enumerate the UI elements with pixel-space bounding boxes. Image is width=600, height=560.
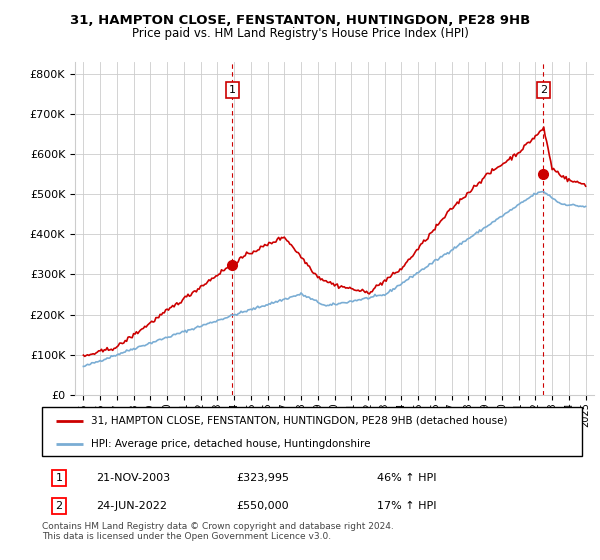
Text: 21-NOV-2003: 21-NOV-2003: [96, 473, 170, 483]
FancyBboxPatch shape: [42, 407, 582, 456]
Text: 1: 1: [229, 85, 236, 95]
Text: 31, HAMPTON CLOSE, FENSTANTON, HUNTINGDON, PE28 9HB (detached house): 31, HAMPTON CLOSE, FENSTANTON, HUNTINGDO…: [91, 416, 507, 426]
Text: 1: 1: [56, 473, 62, 483]
Text: £323,995: £323,995: [236, 473, 289, 483]
Text: 2: 2: [56, 501, 62, 511]
Text: Price paid vs. HM Land Registry's House Price Index (HPI): Price paid vs. HM Land Registry's House …: [131, 27, 469, 40]
Text: Contains HM Land Registry data © Crown copyright and database right 2024.
This d: Contains HM Land Registry data © Crown c…: [42, 522, 394, 542]
Text: HPI: Average price, detached house, Huntingdonshire: HPI: Average price, detached house, Hunt…: [91, 439, 370, 449]
Text: £550,000: £550,000: [236, 501, 289, 511]
Text: 2: 2: [540, 85, 547, 95]
Text: 17% ↑ HPI: 17% ↑ HPI: [377, 501, 436, 511]
Text: 46% ↑ HPI: 46% ↑ HPI: [377, 473, 436, 483]
Text: 31, HAMPTON CLOSE, FENSTANTON, HUNTINGDON, PE28 9HB: 31, HAMPTON CLOSE, FENSTANTON, HUNTINGDO…: [70, 14, 530, 27]
Text: 24-JUN-2022: 24-JUN-2022: [96, 501, 167, 511]
